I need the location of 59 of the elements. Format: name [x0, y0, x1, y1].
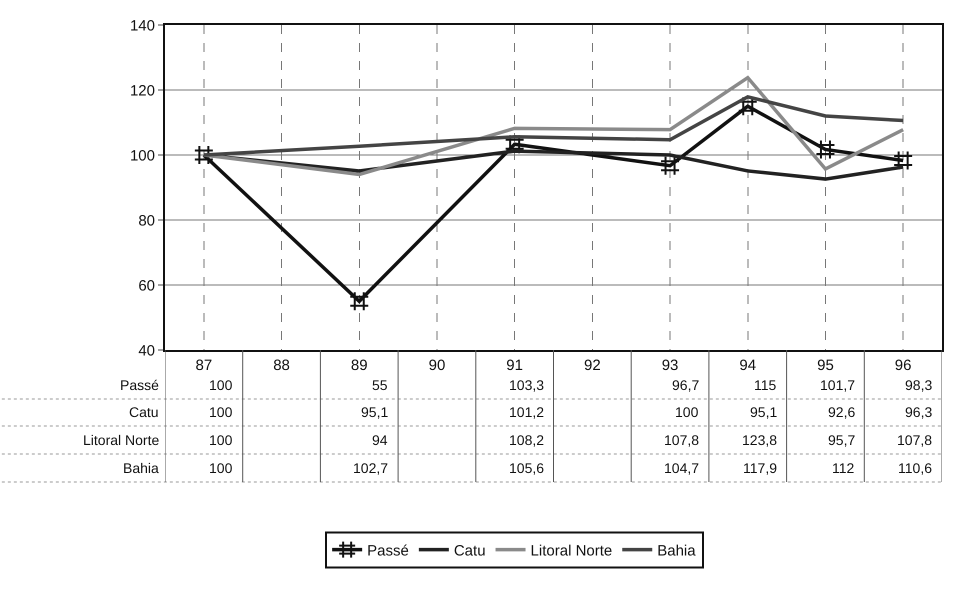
text: Passé [120, 377, 159, 393]
point [893, 150, 914, 171]
text: Bahia [123, 460, 159, 476]
data-label: 107,8 [664, 432, 700, 448]
data-label: 112 [832, 460, 855, 476]
data-label: 115 [754, 377, 777, 393]
data-label: 108,2 [509, 432, 544, 448]
point [194, 145, 214, 165]
x-tick-label: 95 [817, 357, 834, 374]
data-label: 55 [372, 377, 388, 393]
line-series [202, 95, 905, 157]
data-label: 101,7 [820, 377, 856, 393]
data-label: 105,6 [509, 460, 544, 476]
point [660, 156, 680, 176]
y-tick-label: 100 [130, 147, 155, 164]
x-tick-label: 92 [584, 357, 601, 374]
data-label: 100 [675, 404, 699, 420]
data-label: 101,2 [509, 404, 544, 420]
point [349, 291, 370, 312]
x-tick-label: 89 [350, 357, 368, 374]
data-label: 94 [372, 432, 388, 448]
legend-label: Passé [367, 542, 409, 560]
x-tick-label: 88 [273, 357, 290, 374]
x-tick-label: 91 [506, 357, 523, 374]
data-label: 110,6 [898, 460, 932, 476]
data-label: 104,7 [664, 460, 700, 476]
data-label: 95,7 [828, 432, 856, 448]
data-label: 100 [209, 460, 233, 476]
x-tick-label: 90 [428, 357, 446, 374]
legend-label: Bahia [657, 542, 696, 560]
y-tick-label: 60 [138, 277, 155, 294]
point [815, 139, 836, 160]
text: Catu [129, 404, 159, 420]
data-label: 100 [209, 432, 233, 448]
data-label: 100 [209, 377, 233, 393]
y-tick-label: 40 [138, 342, 155, 360]
text: Litoral Norte [83, 432, 160, 448]
data-label: 102,7 [353, 460, 388, 476]
y-tick-label: 80 [138, 212, 155, 230]
data-label: 96,3 [905, 404, 932, 420]
line-series [202, 76, 905, 176]
data-label: 100 [209, 404, 233, 420]
data-label: 107,8 [897, 432, 932, 448]
data-label: 95,1 [750, 404, 778, 420]
data-label: 103,3 [509, 377, 544, 393]
data-label: 98,3 [905, 377, 932, 393]
data-label: 117,9 [743, 460, 778, 476]
y-tick-label: 140 [130, 17, 155, 34]
data-label: 92,6 [828, 404, 856, 420]
x-tick-label: 96 [894, 357, 912, 374]
y-tick-label: 120 [130, 82, 155, 100]
x-tick-label: 87 [196, 357, 212, 374]
legend-label: Catu [454, 542, 486, 560]
x-tick-label: 94 [739, 357, 756, 374]
data-label: 95,1 [361, 404, 388, 420]
data-label: 123,8 [742, 432, 778, 448]
x-tick-label: 93 [662, 357, 678, 374]
data-label: 96,7 [672, 377, 700, 393]
legend-label: Litoral Norte [530, 542, 612, 560]
